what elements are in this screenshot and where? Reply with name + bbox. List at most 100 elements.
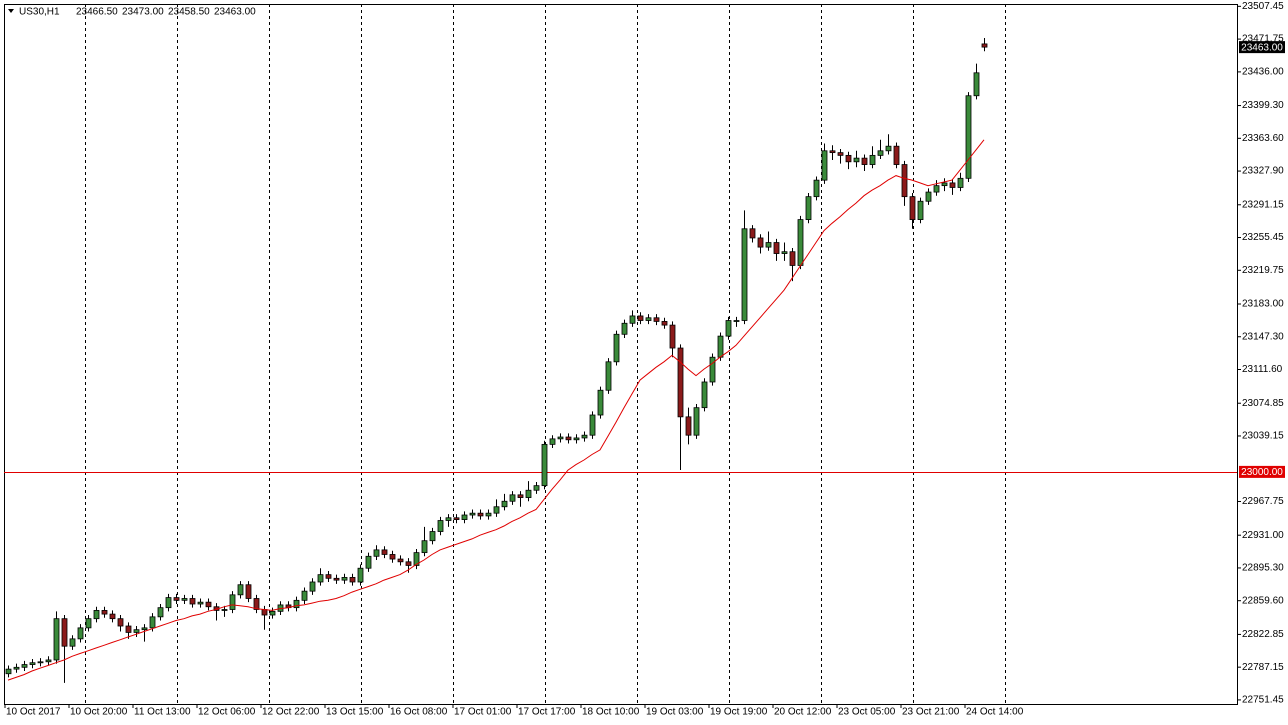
candle-body <box>637 315 644 321</box>
candle-body <box>437 520 444 532</box>
vertical-grid <box>85 4 1006 704</box>
candle-body <box>805 196 812 220</box>
level-label: 23000.00 <box>1241 467 1283 478</box>
candle-body <box>949 182 956 188</box>
candle-body <box>349 576 356 583</box>
candle-body <box>109 613 116 620</box>
x-tick-label: 23 Oct 05:00 <box>838 707 896 718</box>
candle-body <box>973 72 980 97</box>
candle-body <box>501 500 508 508</box>
candle-body <box>493 506 500 514</box>
y-tick-label: 23147.30 <box>1242 331 1284 342</box>
symbol: US30,H1 <box>19 7 60 18</box>
candle-body <box>165 597 172 609</box>
candle-body <box>685 416 692 436</box>
x-tick-label: 13 Oct 15:00 <box>326 707 384 718</box>
candle-body <box>5 668 12 675</box>
header-value: 23473.00 <box>122 7 164 18</box>
candle-body <box>461 514 468 520</box>
y-tick-label: 23291.15 <box>1242 199 1284 210</box>
candle-body <box>549 438 556 445</box>
candle-body <box>509 494 516 502</box>
header-value: 23458.50 <box>168 7 210 18</box>
candle-body <box>229 594 236 610</box>
y-tick-label: 23219.75 <box>1242 265 1284 276</box>
candle-body <box>877 150 884 156</box>
candle-body <box>93 610 100 620</box>
candle-body <box>861 157 868 165</box>
candle-body <box>693 407 700 436</box>
x-tick-label: 18 Oct 10:00 <box>582 707 640 718</box>
candle-body <box>197 601 204 605</box>
x-tick-label: 12 Oct 22:00 <box>262 707 320 718</box>
candle-body <box>397 558 404 563</box>
candle-body <box>317 574 324 583</box>
header-value: 23463.00 <box>214 7 256 18</box>
candle-body <box>157 607 164 618</box>
candle-body <box>301 590 308 601</box>
candle-body <box>205 601 212 608</box>
candle-body <box>613 333 620 363</box>
candle-body <box>453 517 460 520</box>
x-tick-label: 17 Oct 01:00 <box>454 707 512 718</box>
candle-body <box>309 581 316 592</box>
y-tick-label: 23074.85 <box>1242 398 1284 409</box>
candle-body <box>829 150 836 154</box>
y-tick-label: 23363.60 <box>1242 133 1284 144</box>
candle-body <box>69 638 76 647</box>
candle-body <box>677 347 684 418</box>
candle-body <box>941 182 948 187</box>
y-tick-label: 23039.15 <box>1242 431 1284 442</box>
candle-body <box>181 598 188 601</box>
candle-body <box>77 627 84 640</box>
y-tick-label: 22967.75 <box>1242 496 1284 507</box>
candle-body <box>413 552 420 566</box>
candle-body <box>581 434 588 439</box>
candle-body <box>373 549 380 557</box>
candle-body <box>445 517 452 521</box>
candle-body <box>901 164 908 198</box>
y-tick-label: 23507.45 <box>1242 1 1284 12</box>
candle-body <box>701 381 708 409</box>
candle-body <box>61 618 68 647</box>
candle-body <box>405 561 412 566</box>
y-tick-label: 22859.60 <box>1242 595 1284 606</box>
candle-body <box>269 610 276 616</box>
last-price-box <box>1239 41 1285 54</box>
y-tick-label: 22931.00 <box>1242 530 1284 541</box>
x-tick-label: 12 Oct 06:00 <box>198 707 256 718</box>
y-tick-label: 23111.60 <box>1242 364 1283 375</box>
candle-body <box>365 555 372 569</box>
x-tick-label: 10 Oct 20:00 <box>70 707 128 718</box>
candle-body <box>653 317 660 322</box>
candle-body <box>733 320 740 322</box>
candle-body <box>429 531 436 542</box>
y-tick-label: 23436.00 <box>1242 67 1284 78</box>
candle-body <box>389 554 396 560</box>
candle-body <box>621 322 628 335</box>
candle-body <box>781 251 788 254</box>
x-tick-label: 11 Oct 13:00 <box>134 707 191 718</box>
candle-body <box>661 321 668 326</box>
candle-body <box>813 179 820 198</box>
candle-body <box>293 599 300 609</box>
candle-body <box>173 597 180 601</box>
candle-body <box>117 618 124 627</box>
candle-body <box>557 436 564 440</box>
candle-body <box>237 584 244 596</box>
last-price-label: 23463.00 <box>1241 42 1283 53</box>
candle-body <box>925 191 932 202</box>
candle-body <box>917 200 924 220</box>
candle-body <box>485 512 492 517</box>
candle-body <box>605 361 612 391</box>
candle-body <box>885 145 892 152</box>
candle-body <box>765 242 772 248</box>
y-tick-label: 23255.45 <box>1242 232 1284 243</box>
candle-body <box>525 489 532 498</box>
candle-body <box>837 152 844 156</box>
candle-body <box>741 228 748 321</box>
candle-body <box>37 661 44 664</box>
candle-body <box>789 251 796 266</box>
candle-body <box>933 185 940 193</box>
